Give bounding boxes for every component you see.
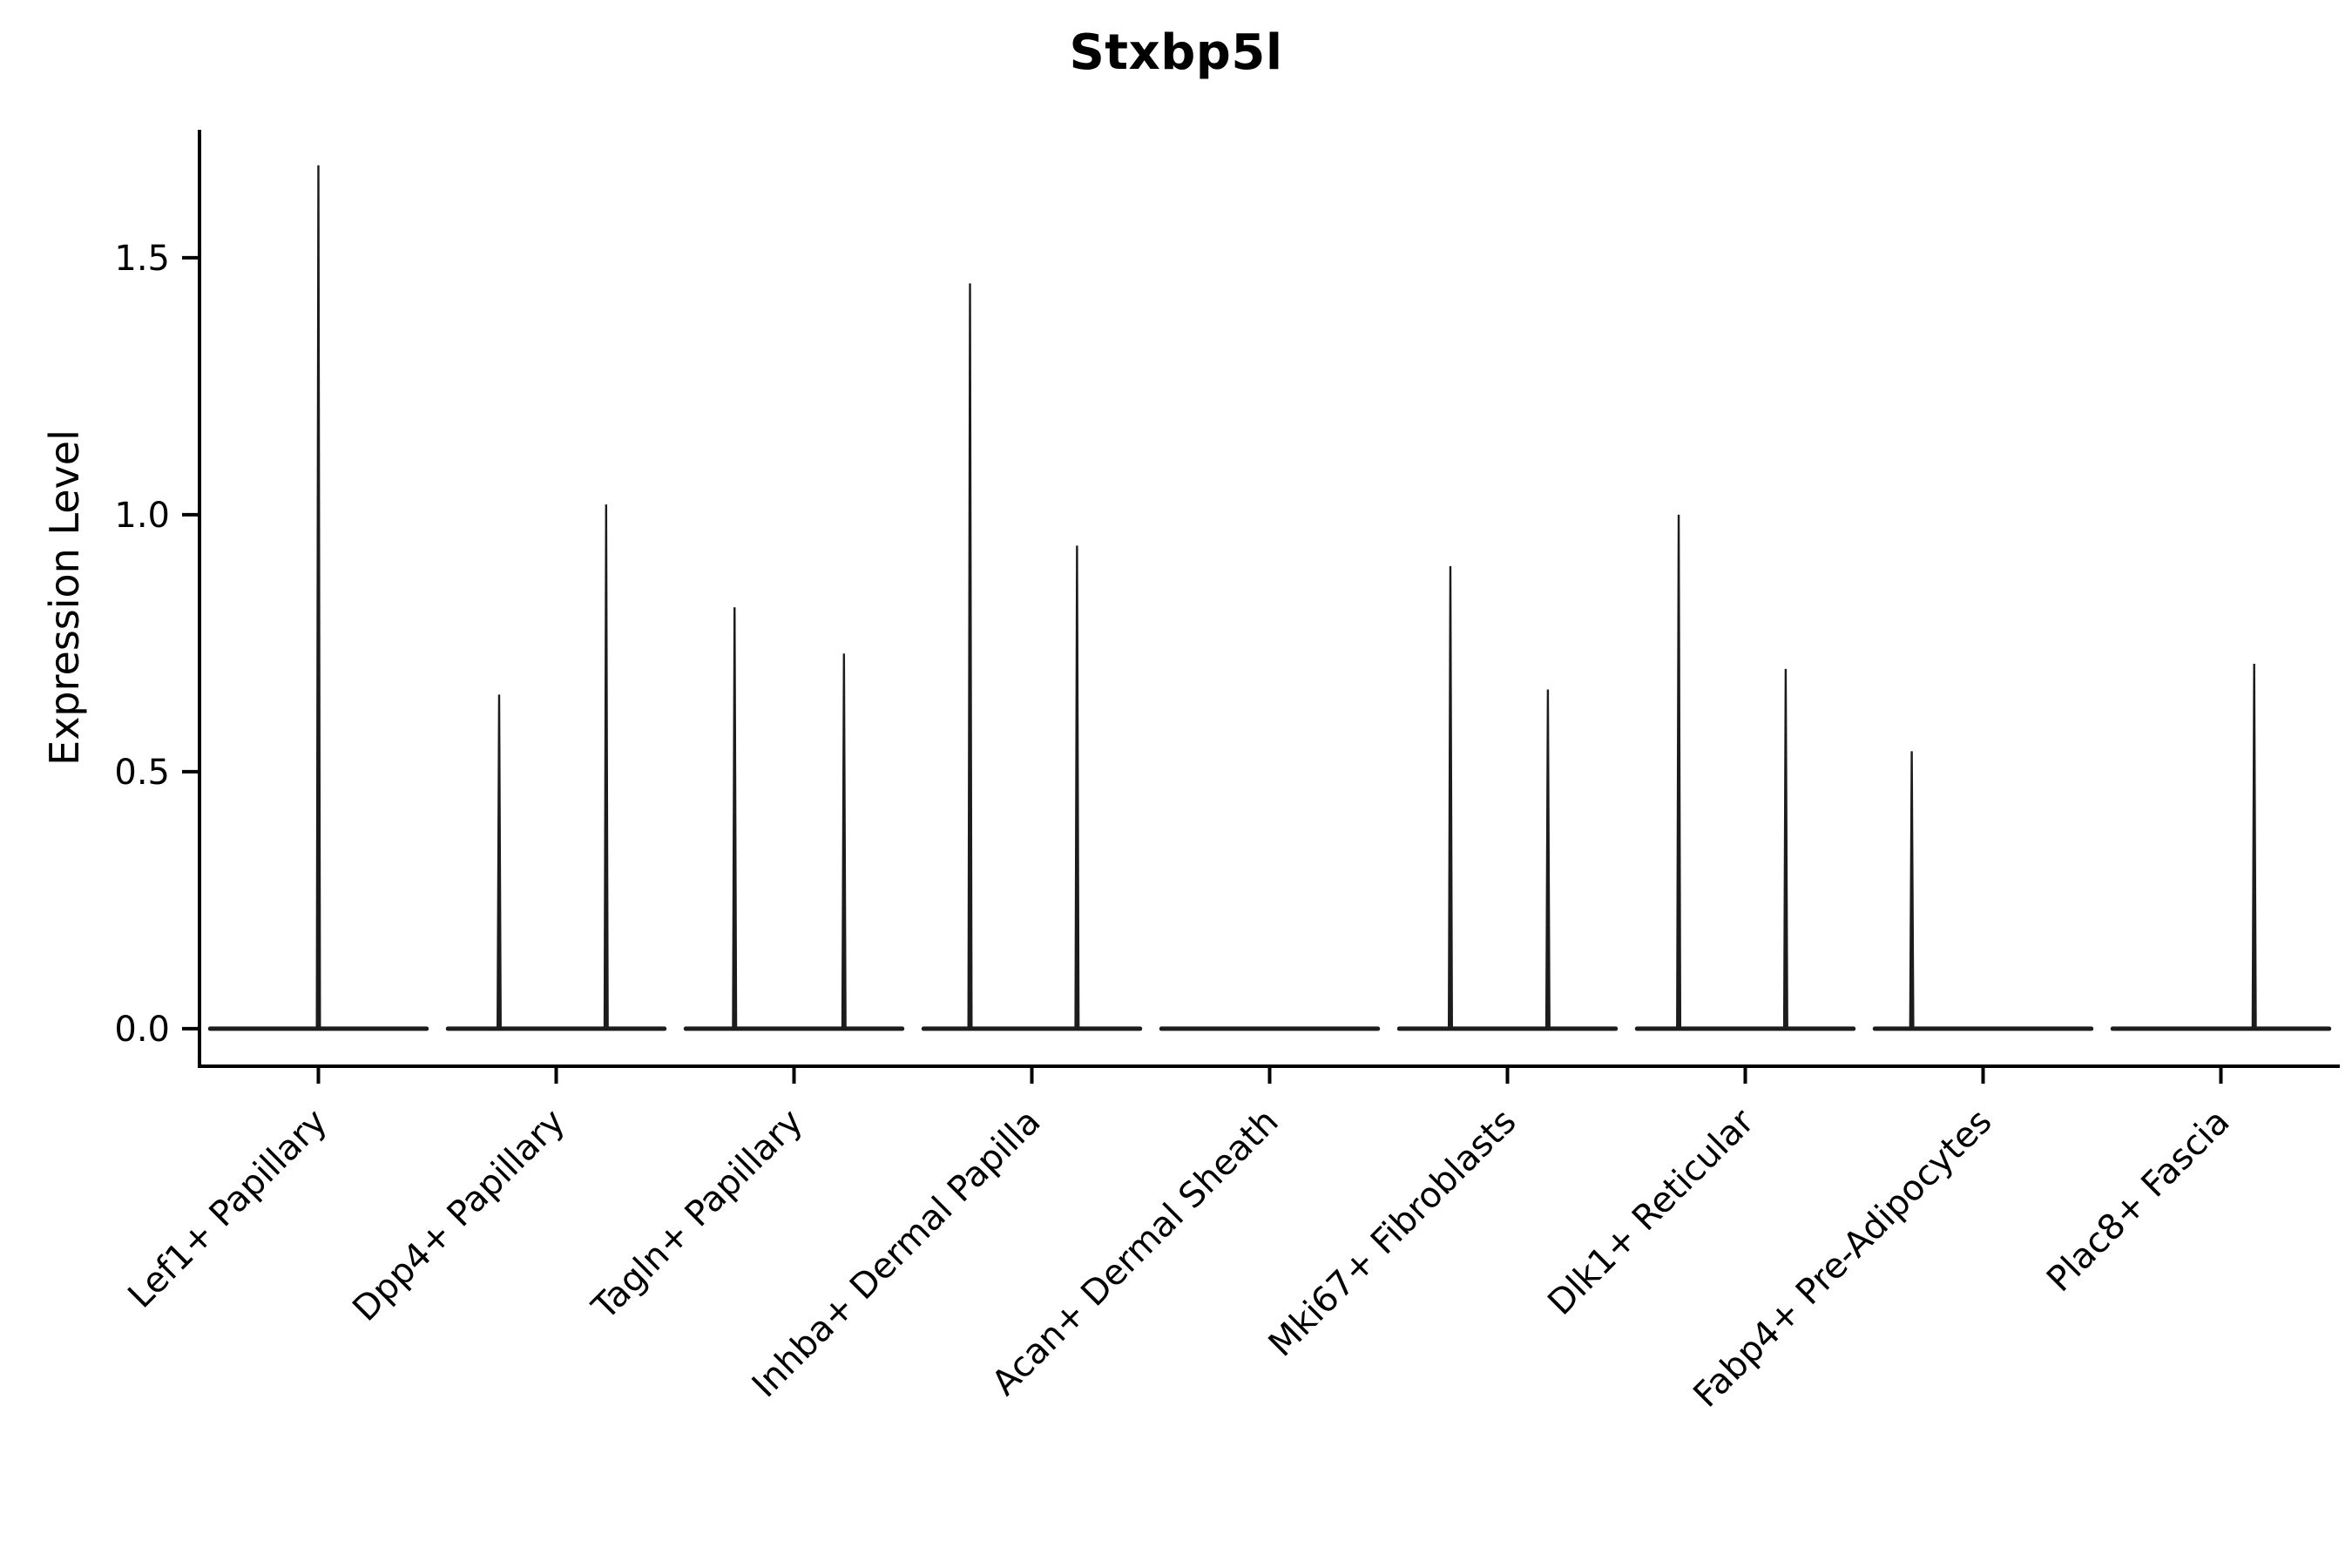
violin-spike — [1544, 689, 1551, 1031]
violin-spike — [1676, 514, 1682, 1031]
violin-spike — [603, 504, 609, 1031]
violin-spike — [732, 607, 738, 1031]
y-tick-label: 0.5 — [114, 753, 170, 793]
x-tick-label: Lef1+ Papillary — [120, 1102, 335, 1316]
y-tick-label: 1.0 — [114, 496, 170, 536]
violin-spike — [1782, 668, 1788, 1031]
y-tick-label: 0.0 — [114, 1010, 170, 1050]
violin-spike — [1447, 565, 1453, 1031]
violin-spike — [1074, 545, 1080, 1031]
x-tick-label: Tagln+ Papillary — [585, 1102, 811, 1328]
violin-spike — [967, 283, 973, 1031]
chart-title: Stxbp5l — [1069, 24, 1283, 81]
x-tick-label: Dlk1+ Reticular — [1540, 1101, 1762, 1323]
violin-spike — [841, 653, 847, 1031]
x-tick-label: Plac8+ Fascia — [2039, 1102, 2238, 1301]
violin-spike — [496, 694, 502, 1031]
violin-spike — [1909, 751, 1915, 1031]
violin-spike — [2251, 664, 2257, 1031]
y-tick-label: 1.5 — [114, 239, 170, 279]
x-tick-label: Mki67+ Fibroblasts — [1261, 1102, 1524, 1365]
violin-spike — [315, 165, 321, 1031]
x-tick-label: Dpp4+ Papillary — [345, 1102, 572, 1329]
